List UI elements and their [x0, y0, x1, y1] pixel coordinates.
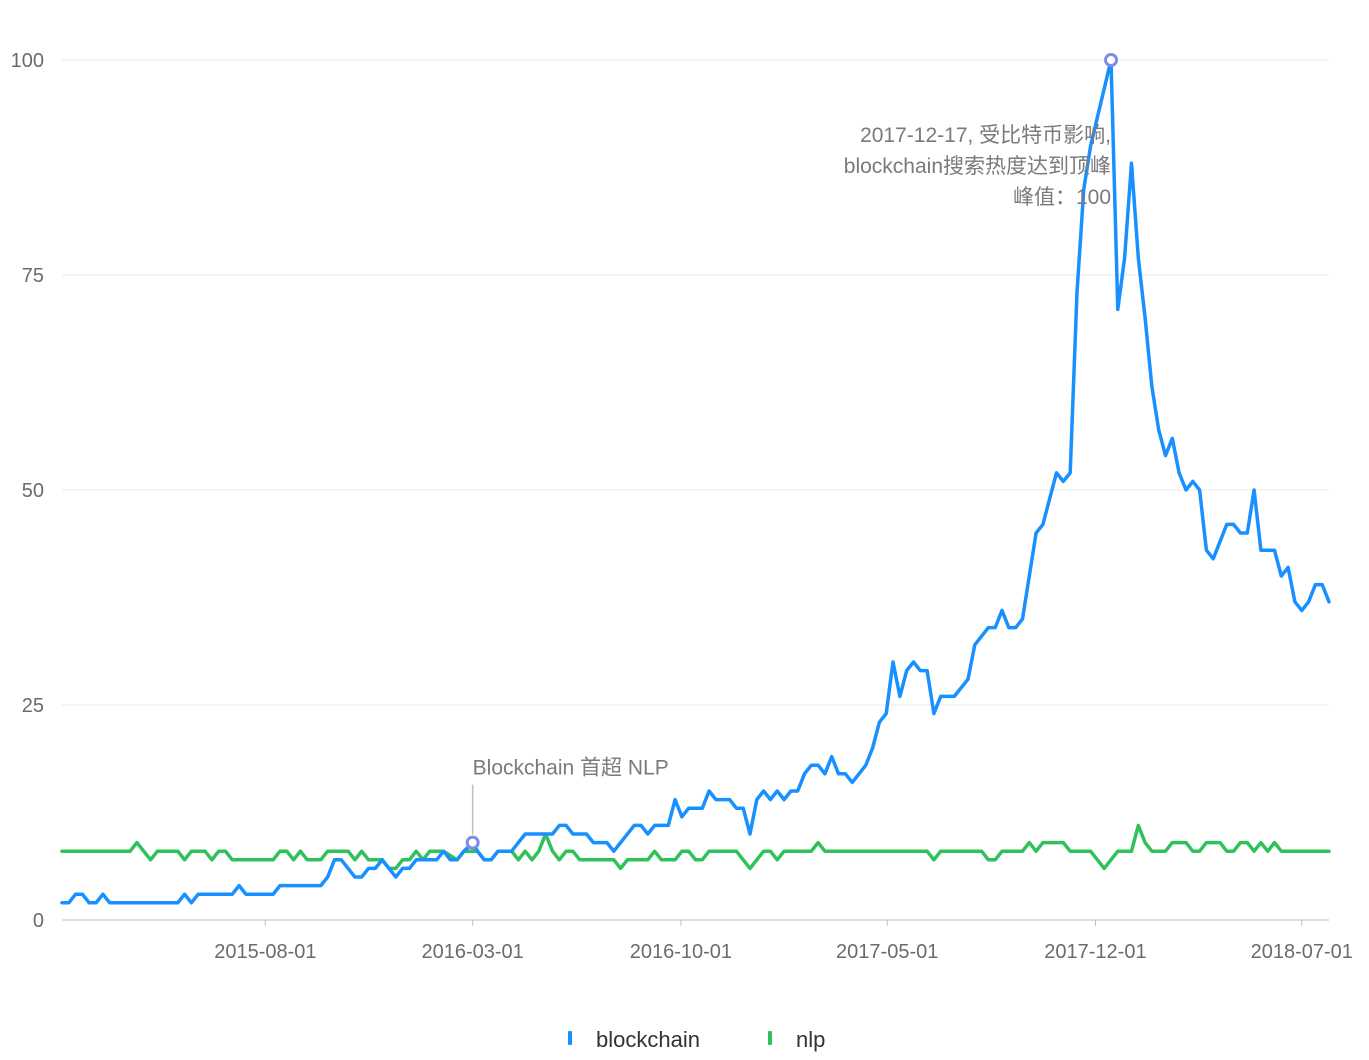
legend-marker: [768, 1031, 772, 1045]
annotation-1: Blockchain 首超 NLP: [465, 757, 669, 850]
y-tick-label: 75: [22, 265, 44, 287]
x-tick-label: 2017-12-01: [1044, 941, 1146, 963]
x-tick-label: 2016-10-01: [630, 941, 732, 963]
legend-item-blockchain: blockchain: [568, 1027, 700, 1052]
annotation-point-marker: [1104, 53, 1119, 67]
series-line-nlp: [60, 823, 1331, 871]
annotation-2: 2017-12-17, 受比特币影响, blockchain搜索热度达到顶峰峰值：…: [844, 53, 1119, 209]
legend-label: nlp: [796, 1027, 825, 1052]
y-tick-label: 50: [22, 480, 44, 502]
legend-item-nlp: nlp: [768, 1027, 825, 1052]
annotation-point-marker: [465, 835, 480, 850]
grid-layer: [62, 59, 1329, 706]
annotation-text-line: 2017-12-17, 受比特币影响,: [860, 124, 1111, 147]
y-tick-label: 100: [11, 50, 44, 72]
series-layer: [60, 58, 1331, 905]
annotation-text-line: blockchain搜索热度达到顶峰: [844, 155, 1111, 178]
series-line-blockchain: [60, 58, 1331, 905]
annotation-text-line: 峰值：100: [1013, 186, 1111, 209]
annotation-layer: Blockchain 首超 NLP 2017-12-17, 受比特币影响, bloc…: [465, 53, 1119, 850]
x-tick-label: 2017-05-01: [836, 941, 938, 963]
axis-layer: 0 25 50 75 100 2015-08-01 2016-03-01 2016-10-01…: [11, 50, 1353, 963]
x-tick-label: 2015-08-01: [214, 941, 316, 963]
y-tick-label: 0: [33, 910, 44, 932]
legend-label: blockchain: [596, 1027, 700, 1052]
y-tick-label: 25: [22, 695, 44, 717]
x-tick-label: 2016-03-01: [421, 941, 523, 963]
legend: blockchain nlp: [568, 1027, 825, 1052]
legend-marker: [568, 1031, 572, 1045]
annotation-text: Blockchain 首超 NLP: [473, 757, 669, 780]
x-tick-label: 2018-07-01: [1251, 941, 1353, 963]
